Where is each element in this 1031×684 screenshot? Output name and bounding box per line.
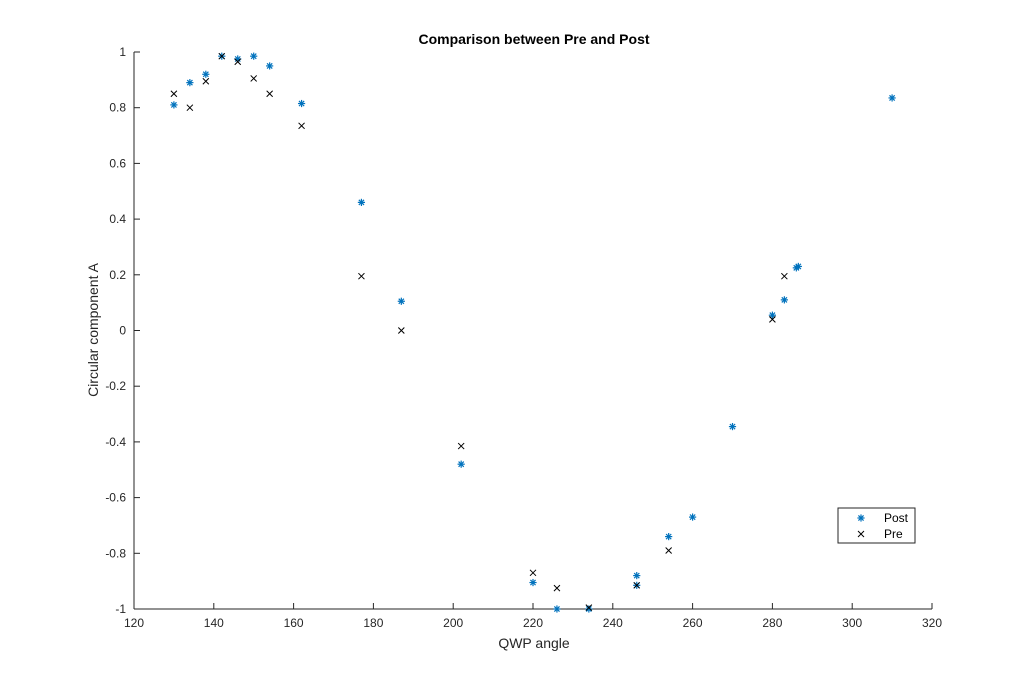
y-tick-label: -0.4 xyxy=(105,435,126,449)
data-point-post xyxy=(529,578,537,587)
data-point-pre xyxy=(553,584,561,592)
data-point-post xyxy=(689,513,697,521)
series-layer xyxy=(170,52,896,613)
data-point-pre xyxy=(266,90,274,98)
data-point-post xyxy=(633,571,641,580)
data-point-pre xyxy=(170,90,178,98)
legend-marker-post xyxy=(857,514,865,522)
data-point-pre xyxy=(769,316,776,323)
y-tick-label: 1 xyxy=(119,45,126,59)
y-axis-label: Circular component A xyxy=(85,262,101,397)
data-point-pre xyxy=(234,58,242,66)
legend-marker-pre xyxy=(857,530,865,538)
x-tick-label: 180 xyxy=(363,616,383,630)
data-point-post xyxy=(888,94,896,102)
data-point-pre xyxy=(585,604,593,611)
chart-title: Comparison between Pre and Post xyxy=(418,31,649,47)
data-point-pre xyxy=(457,442,465,450)
legend-label-post: Post xyxy=(884,511,909,525)
y-tick-label: 0.4 xyxy=(109,212,126,226)
data-point-post xyxy=(585,605,593,613)
data-point-pre xyxy=(529,569,537,577)
data-point-pre xyxy=(358,272,365,280)
legend-box xyxy=(837,507,916,544)
data-point-pre xyxy=(397,327,405,334)
data-point-pre xyxy=(186,104,194,112)
data-point-post xyxy=(553,605,561,613)
data-point-post xyxy=(202,70,210,78)
x-tick-label: 320 xyxy=(922,616,942,630)
data-point-post xyxy=(780,296,788,304)
data-point-pre xyxy=(218,52,226,60)
data-point-post xyxy=(170,101,178,109)
data-point-post xyxy=(665,532,673,541)
x-tick-label: 260 xyxy=(683,616,703,630)
y-tick-label: 0.8 xyxy=(109,101,126,115)
data-point-pre xyxy=(202,77,210,85)
y-tick-label: 0 xyxy=(119,324,126,338)
y-tick-label: -0.8 xyxy=(105,546,126,560)
x-tick-label: 160 xyxy=(284,616,304,630)
y-tick-label: -0.6 xyxy=(105,491,126,505)
data-point-post xyxy=(768,311,776,319)
data-point-post xyxy=(186,79,194,87)
data-point-post xyxy=(728,422,737,431)
x-tick-label: 240 xyxy=(603,616,623,630)
x-tick-label: 300 xyxy=(842,616,862,630)
x-tick-label: 120 xyxy=(124,616,144,630)
x-tick-label: 280 xyxy=(762,616,782,630)
y-tick-label: -0.2 xyxy=(105,379,126,393)
data-point-post xyxy=(794,262,802,271)
data-point-pre xyxy=(250,75,258,82)
y-axis-ticks: -1 -0.8 -0.6 -0.4 -0.2 0 0.2 0.4 0.6 0.8 1 xyxy=(105,45,140,616)
data-point-post xyxy=(457,460,465,468)
data-point-post xyxy=(397,297,405,305)
data-point-post xyxy=(250,52,258,60)
x-axis-ticks: 120 140 160 180 200 220 240 260 280 300 320 xyxy=(124,603,942,630)
data-point-post xyxy=(357,198,366,206)
y-tick-label: -1 xyxy=(115,602,126,616)
y-tick-label: 0.6 xyxy=(109,156,126,170)
data-point-pre xyxy=(633,581,641,589)
data-point-pre xyxy=(665,547,673,554)
data-point-post xyxy=(297,99,306,108)
x-axis-label: QWP angle xyxy=(498,635,570,651)
data-point-post xyxy=(266,62,274,70)
y-tick-label: 0.2 xyxy=(109,268,126,282)
x-tick-label: 220 xyxy=(523,616,543,630)
legend-label-pre: Pre xyxy=(884,527,903,541)
data-point-pre xyxy=(298,122,305,130)
data-point-pre xyxy=(781,272,788,280)
x-tick-label: 140 xyxy=(204,616,224,630)
series-pre xyxy=(170,52,788,611)
x-tick-label: 200 xyxy=(443,616,463,630)
legend: Post Pre xyxy=(837,507,916,544)
